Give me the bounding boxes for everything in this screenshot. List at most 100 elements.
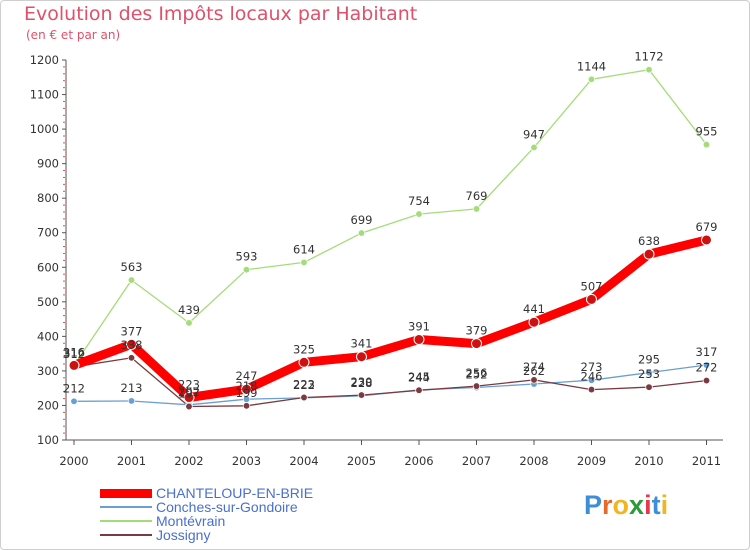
data-label: 262 [523,364,545,378]
logo-letter: P [584,490,603,520]
x-tick-label: 2005 [347,454,376,468]
data-label: 272 [696,361,718,375]
proxiti-logo: Proxiti [584,490,668,521]
data-label: 197 [178,386,200,400]
data-point [127,276,136,284]
data-label: 247 [236,369,258,383]
data-point [357,229,366,237]
x-tick-label: 2010 [634,454,663,468]
series-line-0 [69,235,711,402]
data-label: 212 [63,381,85,395]
y-tick-label: 400 [37,329,59,343]
legend-item: Montévrain [100,514,313,528]
plot-area [66,60,717,440]
y-tick-label: 700 [37,226,59,240]
data-label: 563 [121,260,143,274]
data-label: 228 [351,376,373,390]
data-point [127,397,136,405]
y-tick-label: 1000 [30,122,59,136]
x-tick-label: 2000 [59,454,88,468]
data-point [241,383,252,395]
data-point [701,234,712,246]
x-tick-label: 2002 [174,454,203,468]
data-label: 754 [408,194,430,208]
data-point [185,402,193,411]
data-label: 614 [293,242,315,256]
logo-letter: o [612,490,630,520]
legend: CHANTELOUP-EN-BRIE Conches-sur-Gondoire Mo… [100,486,313,542]
data-point [356,351,367,363]
data-point [472,205,481,213]
data-point [645,383,653,391]
logo-letter: t [651,490,661,520]
line-chart: 100 200 300 400 500 600 700 800 900 1000 1100 1200 2… [30,50,723,468]
data-point [415,210,423,218]
y-tick-label: 200 [37,398,59,412]
y-tick-label: 1100 [30,88,59,102]
data-point [300,258,308,267]
data-point [587,376,596,384]
data-label: 338 [121,338,143,352]
data-label: 223 [178,378,200,392]
y-tick-label: 900 [37,157,59,171]
y-tick-label: 800 [37,191,59,205]
data-point [413,333,425,345]
data-label: 638 [638,234,660,248]
data-label: 379 [466,324,488,338]
data-label: 246 [581,370,603,384]
data-label: 218 [236,379,258,393]
data-label: 1172 [634,50,663,64]
data-label: 316 [63,345,85,359]
data-label: 199 [236,386,258,400]
data-label: 223 [293,378,315,392]
y-tick-label: 600 [37,260,59,274]
data-label: 295 [638,353,660,367]
data-point [185,319,193,327]
data-label: 441 [523,302,545,316]
data-label: 507 [581,279,603,293]
data-point [645,368,653,377]
data-point [415,386,423,394]
data-label: 312 [63,347,85,361]
data-label: 244 [408,370,430,384]
logo-letter: r [602,490,613,520]
data-label: 391 [408,319,430,333]
data-label: 377 [121,324,143,338]
data-point [587,385,596,394]
data-point [126,338,137,350]
data-label: 256 [466,366,488,380]
data-label: 325 [293,342,315,356]
legend-swatch [100,534,152,536]
data-label: 1144 [577,59,606,73]
data-point [702,376,711,385]
data-label: 679 [696,220,718,234]
data-point [471,338,482,350]
data-point [357,391,366,399]
y-tick-label: 1200 [30,53,59,67]
logo-letter: x [629,490,645,520]
data-point [586,293,597,305]
data-point [298,356,310,368]
data-label: 947 [523,127,545,141]
data-label: 245 [408,370,430,384]
x-tick-label: 2003 [232,454,261,468]
legend-swatch [100,488,152,498]
legend-swatch [100,506,152,508]
data-label: 273 [581,360,603,374]
legend-label: Conches-sur-Gondoire [156,499,298,515]
legend-item: Jossigny [100,528,313,542]
data-label: 230 [351,375,373,389]
x-tick-label: 2006 [404,454,433,468]
data-label: 202 [178,385,200,399]
series-line-2 [73,69,708,367]
data-label: 955 [696,125,718,139]
legend-label: Montévrain [156,513,226,529]
y-tick-label: 500 [37,295,59,309]
data-point [183,392,195,404]
data-label: 593 [236,250,258,264]
data-point [528,316,540,328]
x-tick-label: 2007 [462,454,491,468]
x-tick-label: 2009 [577,454,606,468]
logo-letter: i [660,490,669,520]
data-label: 316 [63,345,85,359]
